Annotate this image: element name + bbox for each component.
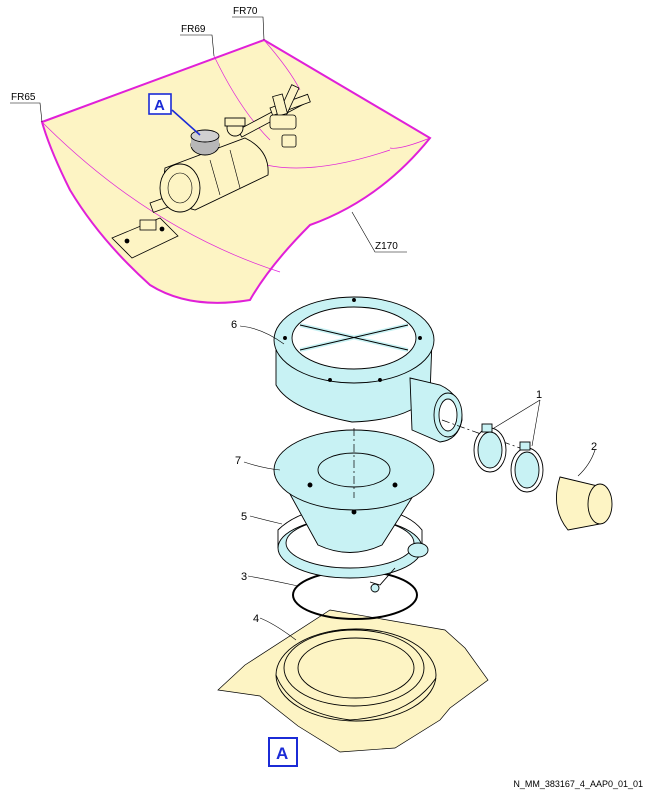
cone-plate xyxy=(273,429,435,553)
exploded-detail: 1 2 3 4 5 6 7 A xyxy=(217,296,613,767)
seal-ring xyxy=(275,628,437,722)
view-a-letter: A xyxy=(154,97,165,114)
view-a-leader xyxy=(171,109,201,136)
callout-7: 7 xyxy=(235,455,241,467)
fr69-leader xyxy=(180,34,215,57)
fr65-label: FR65 xyxy=(11,92,36,103)
z170-label: Z170 xyxy=(375,241,398,252)
view-a-box xyxy=(148,93,172,115)
housing xyxy=(273,296,463,443)
fr70-leader xyxy=(232,16,265,41)
callout-1: 1 xyxy=(536,389,542,401)
fr65-leader xyxy=(10,102,43,123)
location-view: FR65 FR69 FR70 Z170 xyxy=(10,6,432,304)
mount-bracket xyxy=(111,217,179,259)
frame-line xyxy=(41,121,281,273)
callout-5: 5 xyxy=(241,511,247,523)
z170-leader xyxy=(351,211,407,253)
frame-line xyxy=(389,137,431,149)
frame-line xyxy=(263,39,301,91)
fr69-label: FR69 xyxy=(181,24,206,35)
callout-3: 3 xyxy=(241,571,247,583)
reference-code: N_MM_383167_4_AAP0_01_01 xyxy=(513,779,643,789)
fr70-label: FR70 xyxy=(233,6,258,17)
outlet-axis xyxy=(441,419,521,449)
view-title-box xyxy=(268,737,298,767)
callout-4: 4 xyxy=(253,613,259,625)
callout-leaders xyxy=(239,325,596,641)
view-title-letter: A xyxy=(276,744,288,763)
frame-line xyxy=(213,55,271,141)
callout-6: 6 xyxy=(231,319,237,331)
hose-clamps xyxy=(473,423,544,493)
tank-assembly xyxy=(159,117,269,213)
sleeve xyxy=(555,476,613,531)
callout-2: 2 xyxy=(591,441,597,453)
